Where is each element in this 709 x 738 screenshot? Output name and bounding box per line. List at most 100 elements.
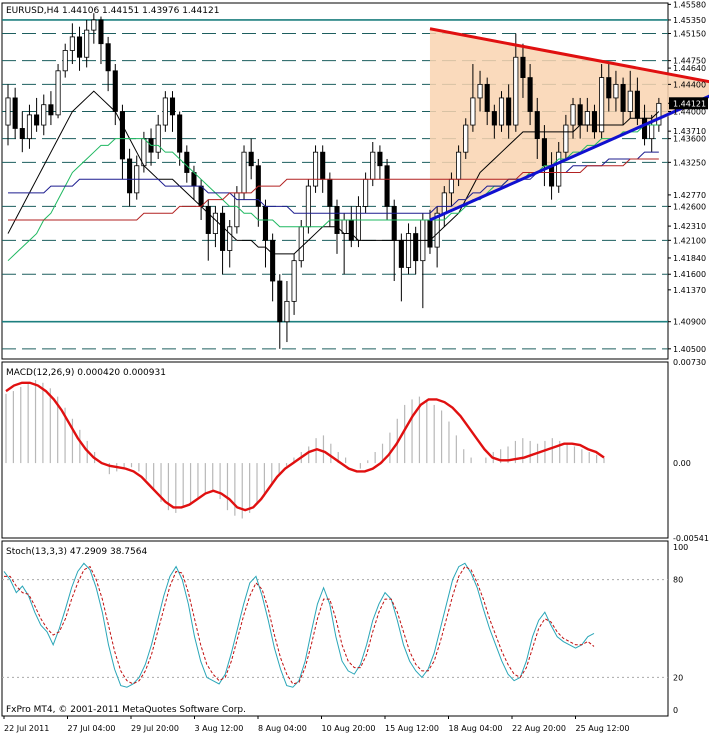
price-tick-label: 1.44400 [673,80,706,89]
candle [327,178,333,207]
candle [363,178,369,207]
candle [570,104,576,126]
candle [162,97,168,126]
candle [41,104,47,126]
candle [384,165,390,207]
candle [477,83,483,99]
price-tick-label: 1.45150 [673,30,706,39]
candle [220,212,226,251]
candle [91,19,97,31]
stoch-title: Stoch(13,3,3) 47.2909 38.7564 [6,547,147,557]
price-tick-label: 1.40900 [673,318,706,327]
candle [305,185,311,228]
price-tick-label: 1.42310 [673,222,706,231]
candle [262,206,269,241]
macd-tick-label: -0.00541 [673,534,709,543]
stoch-tick-label: 0 [673,706,678,715]
candle [69,36,75,51]
candle [241,151,247,194]
panel-frame-0 [1,2,669,360]
candle [98,19,104,45]
macd-signal-line [5,381,605,512]
candle [284,300,290,323]
price-tick-label: 1.42770 [673,191,706,200]
candle [48,104,54,116]
candle [355,206,362,241]
panel-frame-2 [1,540,669,717]
candle [127,158,133,194]
candle [456,151,462,180]
candle [112,70,118,112]
candle [270,239,276,282]
candle [55,70,61,116]
candle [84,29,90,58]
candle [620,83,626,112]
price-tick-label: 1.41370 [673,286,706,295]
x-tick-label: 27 Jul 04:00 [68,724,116,733]
x-tick-label: 18 Aug 04:00 [449,724,503,733]
price-tick-label: 1.44121 [673,99,706,108]
candle [484,83,490,112]
copyright-text: FxPro MT4, © 2001-2011 MetaQuotes Softwa… [6,705,246,715]
candle [377,151,383,167]
x-tick-label: 3 Aug 12:00 [195,724,244,733]
triangle-fill [429,28,709,220]
price-tick-label: 1.41600 [673,270,706,279]
macd-tick-label: 0.00 [673,459,691,468]
price-chart-title: EURUSD,H4 1.44106 1.44151 1.43976 1.4412… [6,6,219,16]
candle [556,151,562,187]
candle [463,124,469,153]
candle [205,206,211,234]
candle [413,233,419,262]
candle [441,192,447,214]
candle [155,124,161,153]
candle [427,219,433,248]
price-tick-label: 1.44640 [673,64,706,73]
x-tick-label: 15 Aug 12:00 [385,724,439,733]
candle [549,165,555,187]
candle [141,138,147,167]
candle [641,117,648,140]
candle [198,185,204,207]
candle [227,226,233,251]
candle [19,128,25,140]
stoch-tick-label: 80 [673,576,683,585]
candle [248,151,254,167]
candle [634,90,640,119]
candle [448,178,454,194]
candle [105,43,111,72]
candle [541,138,547,167]
x-tick-label: 25 Aug 12:00 [576,724,630,733]
candle [177,114,183,153]
stoch-tick-label: 20 [673,673,683,682]
price-tick-label: 1.44000 [673,107,706,116]
candle [627,90,633,112]
candle [320,151,326,180]
price-tick-label: 1.43600 [673,135,706,144]
candle [212,212,218,234]
candle [62,50,68,72]
candle [513,56,519,126]
candle [76,36,83,58]
price-tick-label: 1.44750 [673,57,706,66]
panel-frame-1 [1,361,669,539]
candle [534,111,540,140]
candle [312,151,319,187]
price-tick-label: 1.45350 [673,16,706,25]
price-tick-label: 1.42100 [673,236,706,245]
candle [577,104,583,126]
candle [5,97,11,126]
macd-tick-label: 0.00730 [673,358,706,367]
candle [391,206,397,241]
candle [298,226,304,262]
candle [291,260,297,302]
x-tick-label: 22 Aug 20:00 [512,724,566,733]
current-price-box [669,97,708,110]
x-tick-label: 10 Aug 20:00 [322,724,376,733]
candle [656,102,662,126]
candle [584,111,590,126]
macd-title: MACD(12,26,9) 0.000420 0.000931 [6,368,166,378]
candle [470,97,476,126]
